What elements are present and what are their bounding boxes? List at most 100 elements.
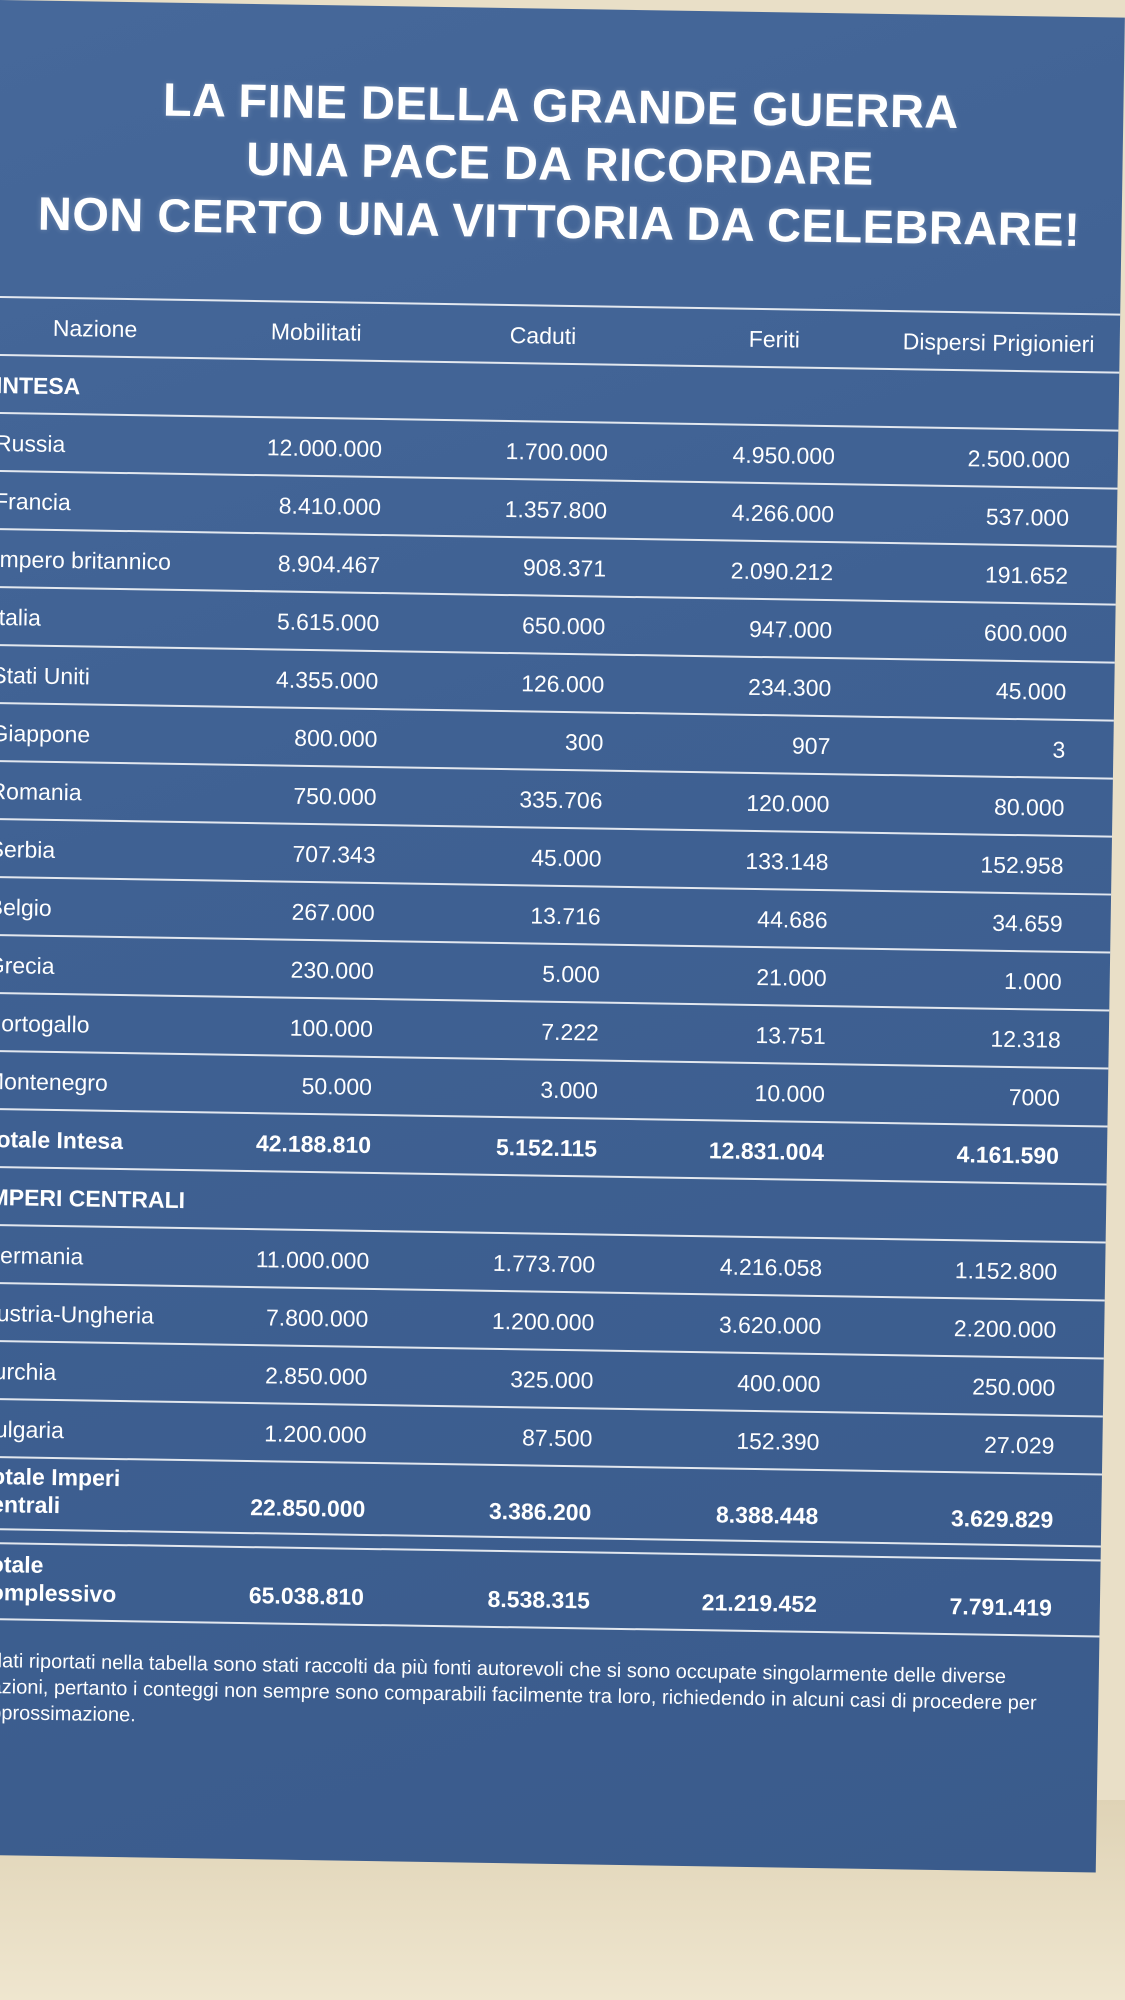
table-row: Grecia 230.000 5.000 21.000 1.000 [0,952,1110,995]
table-rule [0,585,1116,606]
table-header: Nazione Mobilitati Caduti Feriti Dispersi Pr… [0,314,1120,357]
table-row: Montenegro 50.000 3.000 10.000 7000 [0,1068,1108,1111]
cell-value: Feriti [748,325,801,353]
cell-value: 5.152.115 [495,1133,598,1162]
row-label: Italia [0,603,42,631]
cell-value: 908.371 [522,554,607,582]
table-rule [0,817,1113,838]
row-label: Stati Uniti [0,661,91,690]
table-rule [0,1223,1106,1244]
cell-value: 120.000 [746,789,830,818]
cell-value: 7.791.419 [949,1593,1053,1621]
section-heading: INTESA [0,372,1119,399]
cell-value: 87.500 [521,1424,593,1452]
cell-value: 267.000 [291,898,375,926]
table-rule [0,1397,1103,1418]
cell-value: 42.188.810 [255,1130,372,1158]
cell-value: 707.343 [292,840,376,869]
cell-value: 4.216.058 [719,1253,823,1282]
cell-value: 152.390 [736,1427,820,1456]
row-label: Belgio [0,893,52,921]
cell-value: 21.000 [756,964,827,992]
cell-value: 600.000 [983,619,1068,647]
cell-value: 750.000 [293,782,377,811]
cell-value: 65.038.810 [248,1582,365,1610]
cell-value: 537.000 [985,503,1070,531]
cell-value: 3.629.829 [950,1505,1054,1533]
cell-value: 3.620.000 [718,1311,822,1340]
cell-value: 12.831.004 [708,1137,825,1166]
cell-value: 44.686 [757,906,828,934]
cell-value: 12.318 [990,1025,1062,1053]
table-row: Romania 750.000 335.706 120.000 80.000 [0,778,1113,821]
cell-value: 1.200.000 [491,1307,595,1336]
cell-value: 10.000 [754,1079,826,1108]
row-label: Germania [0,1241,84,1270]
total-row: Totale Intesa 42.188.810 5.152.115 12.831.0… [0,1126,1107,1169]
cell-value: 7.800.000 [265,1304,369,1332]
cell-value: 230.000 [290,956,374,984]
table-rule [0,1165,1107,1186]
row-label: Austria-Ungheria [0,1299,155,1329]
table-row: Francia 8.410.000 1.357.800 4.266.000 537.00… [0,488,1117,531]
cell-value: 8.904.467 [277,550,381,579]
cell-value: 45.000 [995,677,1067,705]
table-row: Impero britannico 8.904.467 908.371 2.090.2… [0,546,1116,589]
table-rule [0,875,1112,896]
table-rule [0,759,1113,780]
cell-value: 100.000 [289,1014,374,1042]
table-rule [0,411,1119,432]
table-rule [0,643,1115,664]
row-label: Giappone [0,719,91,748]
cell-value: 2.850.000 [264,1362,368,1390]
cell-value: 8.388.448 [715,1501,819,1530]
cell-value: 325.000 [510,1366,594,1394]
table-rule [0,1617,1100,1638]
row-label: Francia [0,487,72,516]
cell-value: 45.000 [531,844,602,872]
cell-value: 1.773.700 [492,1249,596,1278]
cell-value: Caduti [509,322,577,350]
cell-value: 34.659 [992,909,1063,937]
cell-value: 152.958 [980,851,1064,879]
cell-value: 2.200.000 [953,1315,1057,1343]
table-row: Stati Uniti 4.355.000 126.000 234.300 45.000 [0,662,1114,705]
cell-value: Dispersi Prigionieri [902,328,1095,358]
cell-value: 907 [791,732,831,760]
casualties-table: Nazione Mobilitati Caduti Feriti Dispersi Pr… [0,295,1121,1638]
table-rule [0,353,1120,374]
table-rule [0,1281,1105,1302]
cell-value: 1.200.000 [263,1420,367,1448]
cell-value: 947.000 [748,615,833,644]
cell-value: 80.000 [993,793,1065,821]
cell-value: 1.152.800 [954,1257,1058,1285]
cell-value: 650.000 [521,612,606,640]
table-rule [0,1339,1104,1360]
cell-value: 133.148 [745,847,829,876]
cell-value: 13.716 [530,902,601,930]
cell-value: 8.538.315 [487,1585,591,1614]
cell-value: 4.950.000 [732,441,836,470]
cell-value: 800.000 [294,724,378,753]
table-rule [0,1107,1108,1128]
cell-value: 21.219.452 [701,1589,818,1618]
table-rule [0,701,1114,722]
cell-value: 3.000 [540,1076,599,1104]
cell-value: Mobilitati [270,318,362,346]
cell-value: 7000 [1008,1083,1061,1111]
table-row: Italia 5.615.000 650.000 947.000 600.000 [0,604,1115,647]
row-label: Nazione [52,314,138,343]
cell-value: 250.000 [971,1373,1056,1401]
table-row: Belgio 267.000 13.716 44.686 34.659 [0,894,1111,937]
cell-value: 27.029 [983,1431,1055,1459]
row-label: Turchia [0,1357,57,1386]
row-label: Grecia [0,951,55,979]
cell-value: 11.000.000 [255,1246,370,1274]
cell-value: 4.355.000 [275,666,379,695]
cell-value: 4.266.000 [731,499,835,528]
table-row: Bulgaria 1.200.000 87.500 152.390 27.029 [0,1416,1103,1459]
section-heading: IMPERI CENTRALI [0,1184,1106,1213]
table-row: Giappone 800.000 300 907 3 [0,720,1114,763]
cell-value: 12.000.000 [266,434,383,463]
panel-title: LA FINE DELLA GRANDE GUERRA UNA PACE DA … [0,68,1124,260]
